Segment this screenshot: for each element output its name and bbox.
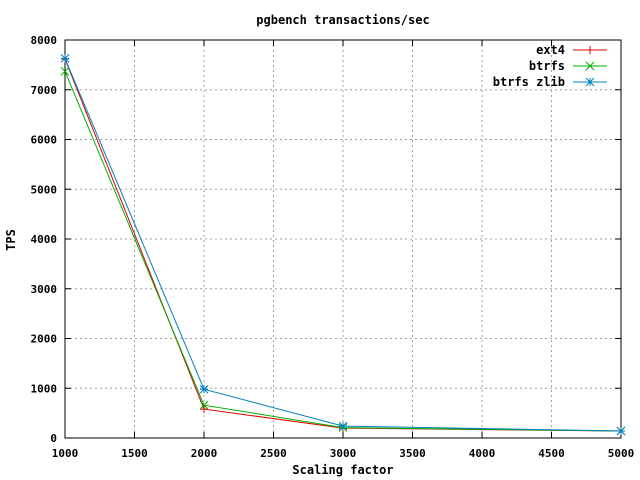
y-tick-label: 0 <box>50 432 57 445</box>
series-layer <box>60 54 626 436</box>
data-point-btrfs <box>60 66 70 76</box>
data-point-ext4 <box>200 405 208 414</box>
data-point-btrfs <box>199 400 209 410</box>
y-tick-label: 5000 <box>31 183 58 196</box>
y-tick-label: 8000 <box>31 34 58 47</box>
legend-marker-btrfs-zlib <box>585 77 595 87</box>
legend-label-ext4: ext4 <box>536 43 565 57</box>
x-tick-label: 1000 <box>52 447 79 460</box>
x-tick-label: 4500 <box>538 447 565 460</box>
x-axis-label: Scaling factor <box>292 463 393 477</box>
data-point-btrfs-zlib <box>616 426 626 436</box>
legend-marker-btrfs <box>585 61 595 71</box>
x-tick-label: 1500 <box>121 447 148 460</box>
y-tick-label: 6000 <box>31 134 58 147</box>
x-tick-label: 4000 <box>469 447 496 460</box>
x-tick-label: 2000 <box>191 447 218 460</box>
legend: ext4 btrfs btrfs zlib <box>493 43 607 89</box>
grid <box>65 40 621 438</box>
y-tick-label: 4000 <box>31 233 58 246</box>
legend-marker-ext4 <box>586 46 594 54</box>
x-tick-label: 3000 <box>330 447 357 460</box>
x-tick-label: 5000 <box>608 447 635 460</box>
y-tick-label: 1000 <box>31 382 58 395</box>
data-point-btrfs-zlib <box>338 421 348 431</box>
data-point-btrfs-zlib <box>199 384 209 394</box>
chart-title: pgbench transactions/sec <box>256 13 429 27</box>
series-line-btrfs-zlib <box>64 58 622 432</box>
x-tick-label: 2500 <box>260 447 287 460</box>
y-tick-label: 3000 <box>31 283 58 296</box>
y-tick-label: 7000 <box>31 84 58 97</box>
x-tick-label: 3500 <box>399 447 426 460</box>
data-point-btrfs-zlib <box>60 54 70 63</box>
axis-ticks: 0 1000 2000 3000 4000 5000 6000 7000 8000 1000 150… <box>31 34 635 460</box>
y-tick-label: 2000 <box>31 333 58 346</box>
legend-label-btrfs-zlib: btrfs zlib <box>493 75 565 89</box>
y-axis-label: TPS <box>4 229 18 251</box>
plot-frame <box>64 39 622 439</box>
legend-label-btrfs: btrfs <box>529 59 565 73</box>
series-line-btrfs <box>64 71 622 432</box>
